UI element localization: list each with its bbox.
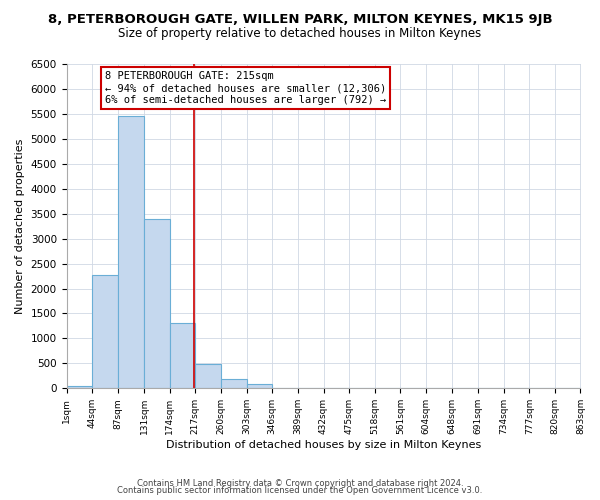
Bar: [221, 379, 247, 388]
Y-axis label: Number of detached properties: Number of detached properties: [15, 138, 25, 314]
Bar: [196, 364, 221, 388]
Bar: [170, 324, 196, 388]
Bar: [67, 386, 92, 388]
Text: Contains HM Land Registry data © Crown copyright and database right 2024.: Contains HM Land Registry data © Crown c…: [137, 478, 463, 488]
Text: Size of property relative to detached houses in Milton Keynes: Size of property relative to detached ho…: [118, 28, 482, 40]
Text: 8 PETERBOROUGH GATE: 215sqm
← 94% of detached houses are smaller (12,306)
6% of : 8 PETERBOROUGH GATE: 215sqm ← 94% of det…: [104, 72, 386, 104]
Bar: [247, 384, 272, 388]
Text: Contains public sector information licensed under the Open Government Licence v3: Contains public sector information licen…: [118, 486, 482, 495]
Bar: [92, 275, 118, 388]
Bar: [144, 218, 170, 388]
Bar: [118, 116, 144, 388]
X-axis label: Distribution of detached houses by size in Milton Keynes: Distribution of detached houses by size …: [166, 440, 481, 450]
Text: 8, PETERBOROUGH GATE, WILLEN PARK, MILTON KEYNES, MK15 9JB: 8, PETERBOROUGH GATE, WILLEN PARK, MILTO…: [47, 12, 553, 26]
